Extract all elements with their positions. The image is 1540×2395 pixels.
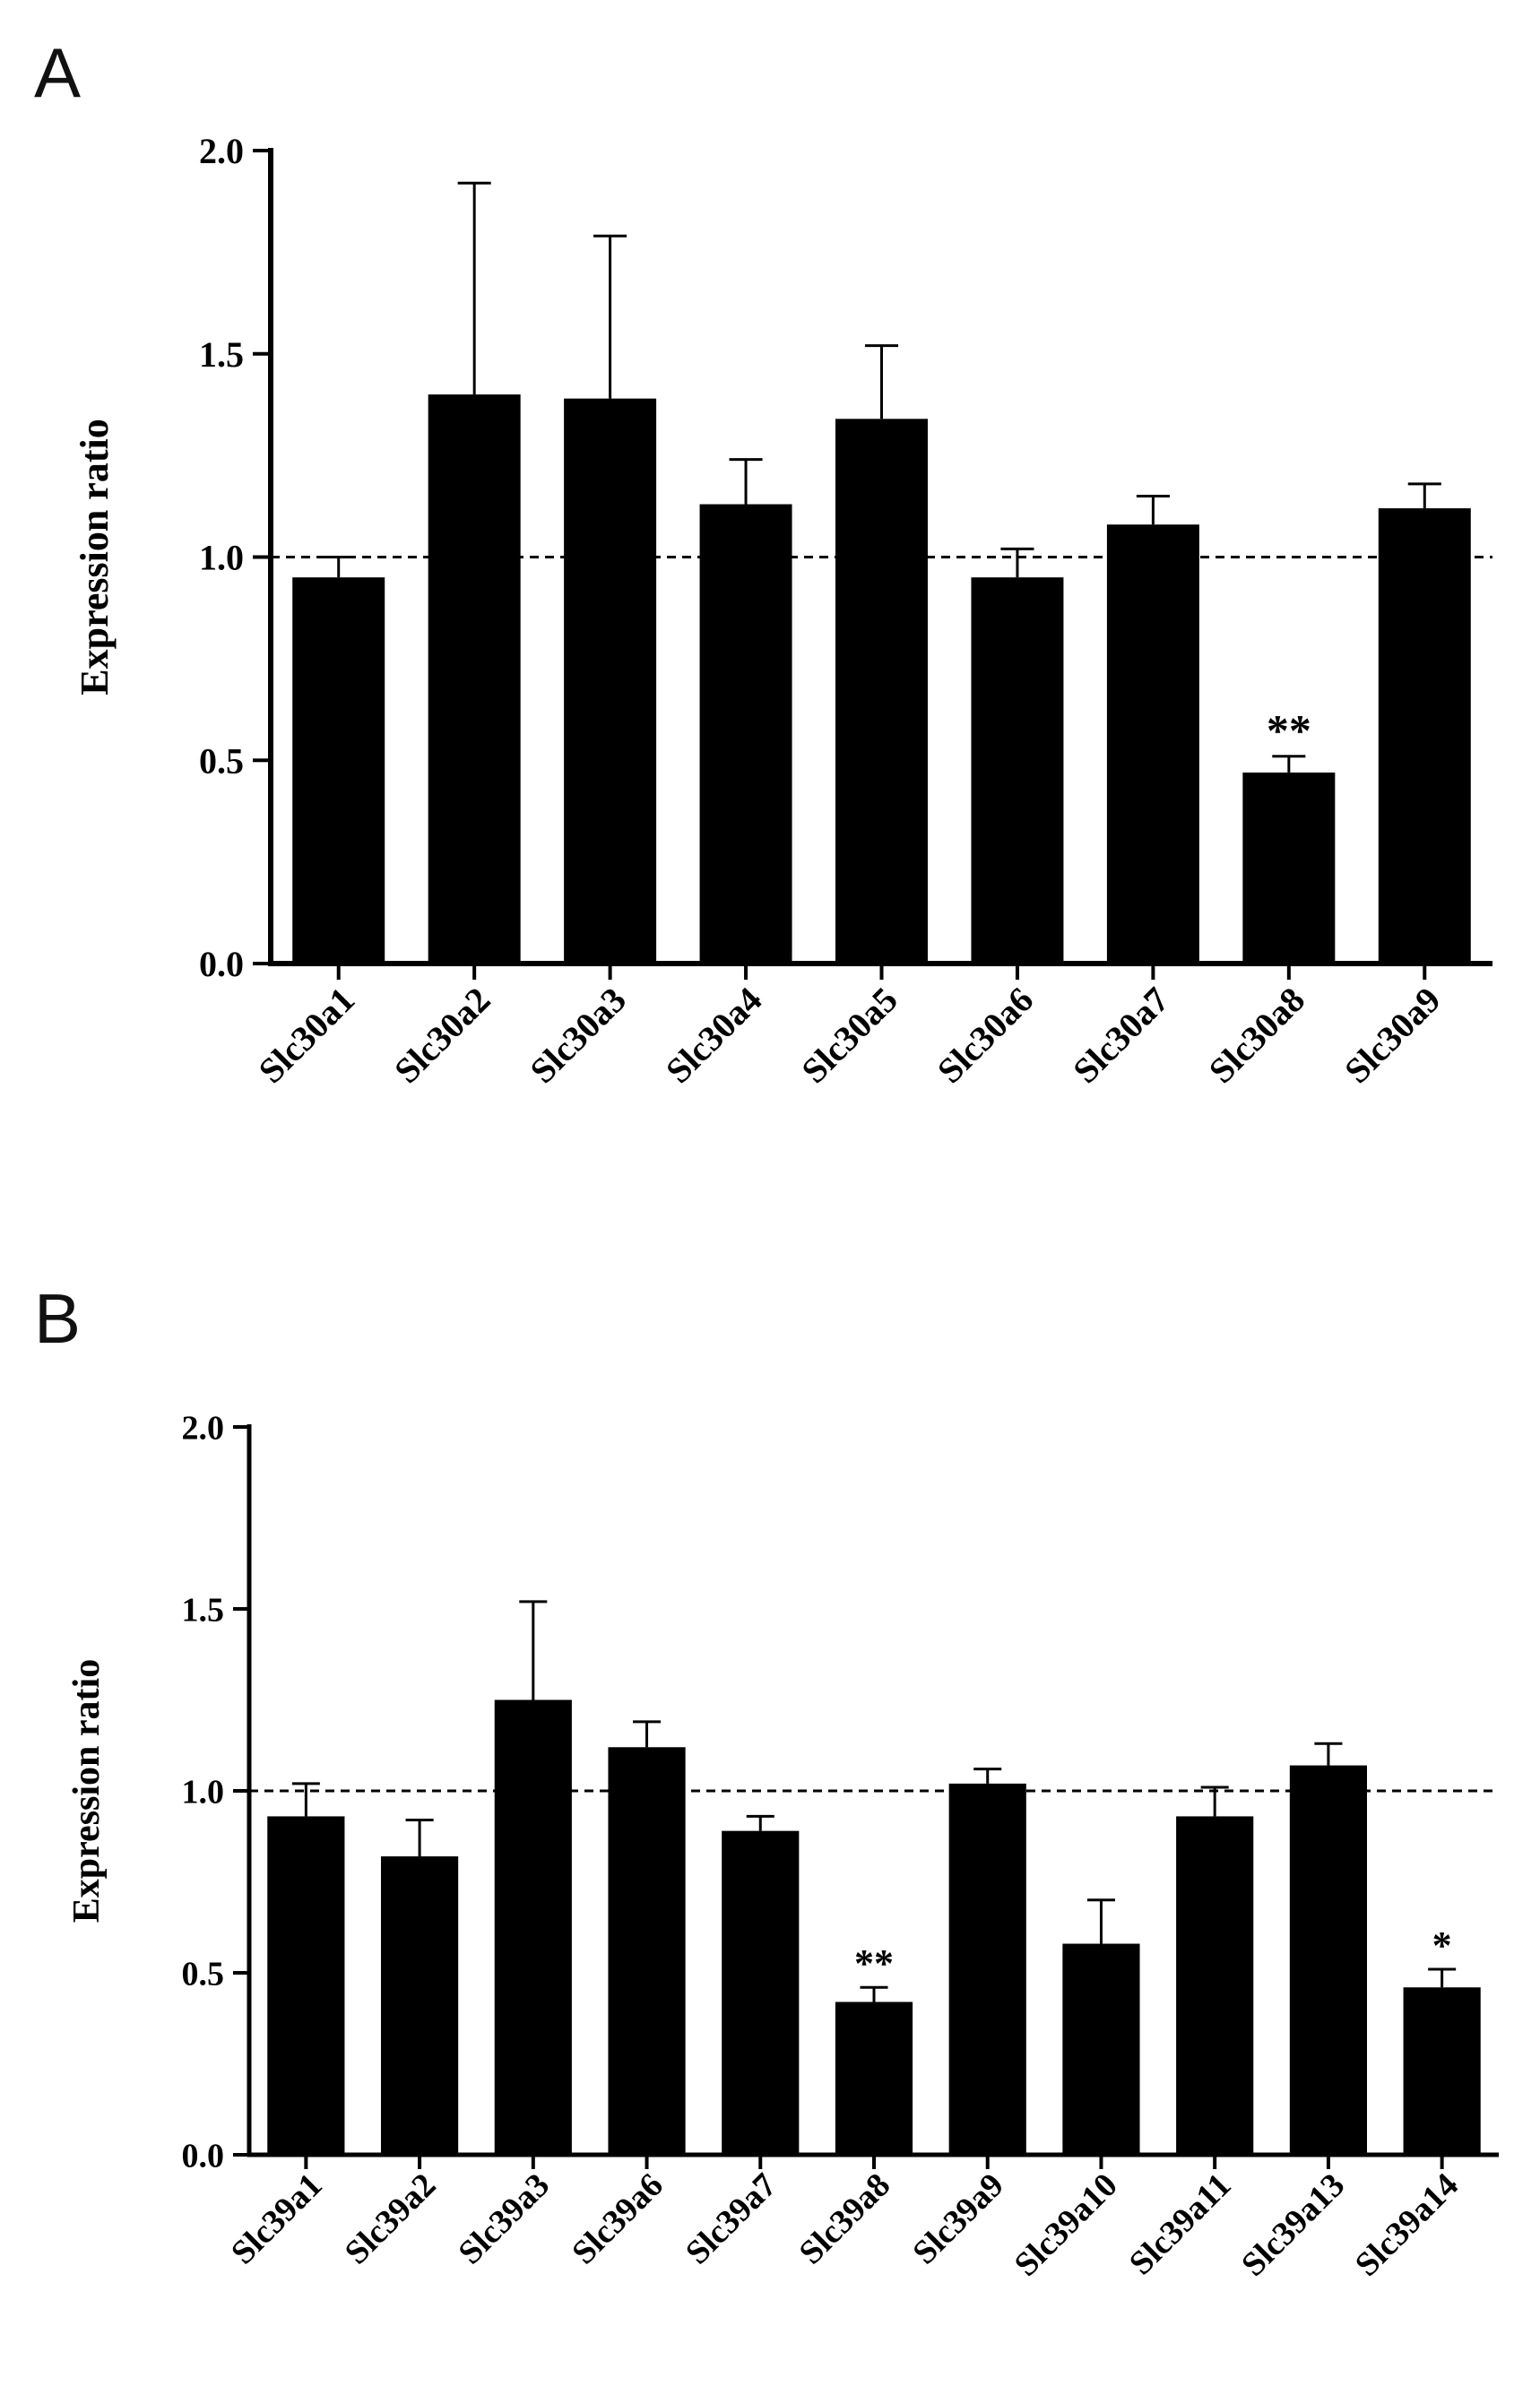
y-tick-label: 1.0 — [199, 538, 244, 578]
bar — [1176, 1816, 1254, 2155]
bar — [1106, 524, 1199, 964]
y-tick-label: 0.5 — [199, 740, 244, 781]
bar — [722, 1830, 800, 2155]
bar — [267, 1816, 345, 2155]
y-tick-label: 1.0 — [182, 1773, 225, 1811]
y-tick-label: 0.0 — [199, 944, 244, 984]
bar — [1289, 1765, 1367, 2155]
category-label: Slc30a1 — [251, 980, 363, 1092]
category-label: Slc39a6 — [565, 2166, 671, 2272]
category-label: Slc30a2 — [386, 980, 498, 1092]
y-tick-label: 1.5 — [199, 334, 244, 375]
category-label: Slc30a8 — [1201, 980, 1313, 1092]
category-label: Slc39a13 — [1234, 2166, 1352, 2284]
bar — [292, 577, 385, 964]
bar — [381, 1856, 459, 2155]
bar — [835, 2002, 913, 2155]
bar — [948, 1783, 1026, 2155]
category-label: Slc39a3 — [451, 2166, 557, 2272]
category-label: Slc39a1 — [224, 2166, 330, 2272]
bar — [835, 419, 928, 964]
panel-a-letter: A — [34, 33, 81, 112]
y-tick-label: 0.0 — [182, 2137, 225, 2175]
y-axis-title: Expression ratio — [66, 1659, 108, 1923]
significance-label: ** — [854, 1941, 894, 1985]
bar — [494, 1699, 572, 2155]
bar — [1378, 508, 1471, 964]
category-label: Slc30a5 — [793, 980, 905, 1092]
bar — [971, 577, 1064, 964]
panel-a: A Slc30a1 Slc30a2 Slc30a3 Slc30a4 Slc30a5 Slc… — [34, 33, 1492, 1091]
category-label: Slc30a9 — [1337, 980, 1449, 1092]
significance-label: ** — [1267, 705, 1311, 756]
category-label: Slc39a7 — [679, 2166, 784, 2272]
y-tick-label: 0.5 — [182, 1955, 225, 1993]
bar — [428, 394, 521, 964]
category-label: Slc39a14 — [1348, 2166, 1466, 2284]
category-label: Slc39a11 — [1122, 2166, 1239, 2283]
bar — [608, 1747, 686, 2155]
bar — [1403, 1987, 1481, 2155]
y-tick-label: 1.5 — [182, 1591, 225, 1629]
category-label: Slc30a7 — [1065, 980, 1177, 1092]
bar — [1242, 772, 1336, 964]
panel-b-letter: B — [34, 1279, 81, 1358]
y-tick-label: 2.0 — [182, 1409, 225, 1447]
category-label: Slc30a4 — [658, 980, 770, 1092]
bar — [1062, 1943, 1140, 2155]
bar — [564, 398, 657, 964]
category-label: Slc39a8 — [792, 2166, 898, 2272]
category-label: Slc30a3 — [522, 980, 634, 1092]
y-axis-title: Expression ratio — [73, 419, 117, 695]
panel-b: B Slc39a1 Slc39a2 Slc39a3 Slc39a6 Slc39a7 ** S… — [34, 1279, 1499, 2284]
category-label: Slc30a6 — [930, 980, 1042, 1092]
category-label: Slc39a10 — [1008, 2166, 1125, 2284]
category-label: Slc39a2 — [338, 2166, 444, 2272]
category-label: Slc39a9 — [905, 2166, 1011, 2272]
significance-label: * — [1432, 1924, 1452, 1967]
bar — [699, 504, 792, 964]
y-tick-label: 2.0 — [199, 131, 244, 171]
